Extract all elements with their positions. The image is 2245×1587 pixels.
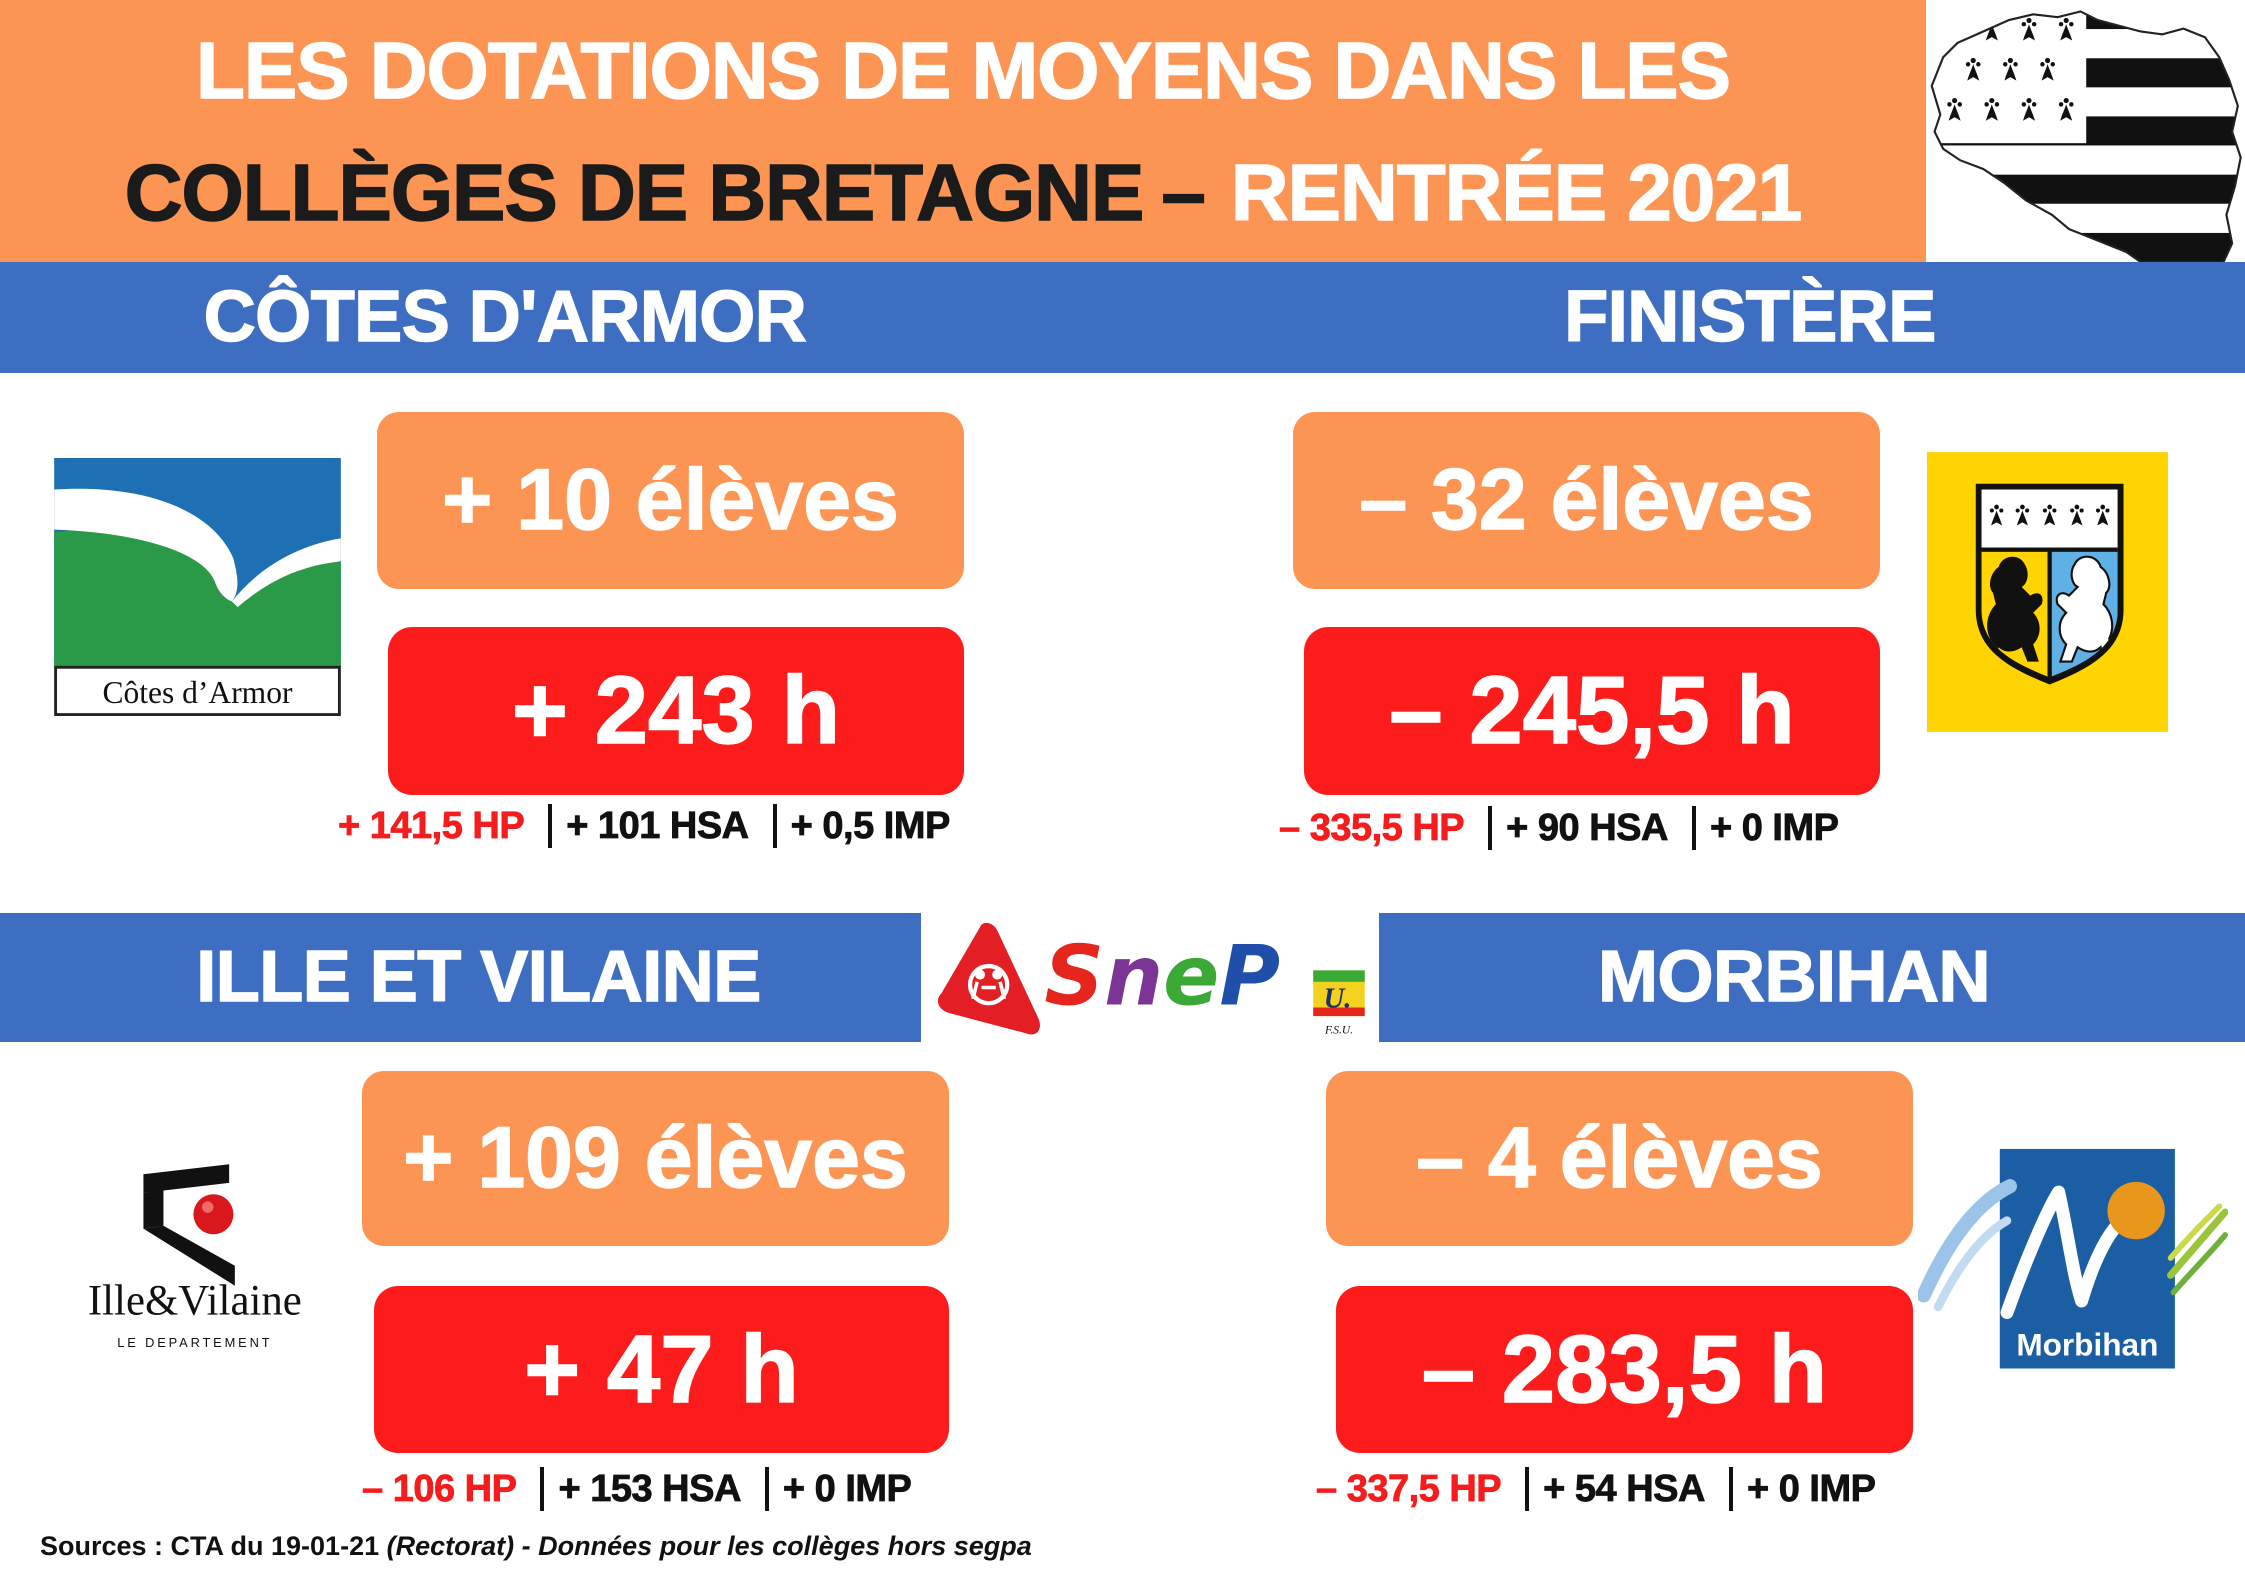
ille-et-vilaine-students-box: + 109 élèves — [362, 1071, 949, 1246]
cotes-darmor-hours-box: + 243 h — [388, 627, 964, 795]
department-title-morbihan: MORBIHAN — [1597, 936, 1991, 1018]
snep-logo-icon: SneP U. F.S.U. — [937, 922, 1365, 1036]
title-line-1: LES DOTATIONS DE MOYENS DANS LES — [195, 25, 1732, 116]
title-banner: LES DOTATIONS DE MOYENS DANS LES COLLÈGE… — [0, 0, 1926, 262]
department-title-ille-et-vilaine: ILLE ET VILAINE — [195, 936, 762, 1018]
department-title-cotes-darmor: CÔTES D'ARMOR — [203, 276, 808, 358]
divider — [1488, 806, 1493, 850]
morbihan-hours-box: – 283,5 h — [1336, 1286, 1913, 1453]
band-top: CÔTES D'ARMOR FINISTÈRE — [0, 262, 2245, 373]
sources-prefix: Sources : CTA du 19-01-21 — [40, 1531, 387, 1561]
fsu-logo-icon: U. F.S.U. — [1313, 970, 1365, 1036]
morbihan-details: – 337,5 HP + 54 HSA + 0 IMP — [1316, 1465, 1877, 1513]
hp-value: – 337,5 HP — [1316, 1467, 1502, 1510]
hsa-value: + 153 HSA — [558, 1467, 742, 1510]
fsu-mark: U. — [1324, 984, 1352, 1015]
morbihan-logo-text: Morbihan — [2016, 1327, 2158, 1363]
title-region: COLLÈGES DE BRETAGNE — [124, 147, 1145, 238]
title-dash: – — [1161, 147, 1207, 238]
finistere-coat-of-arms-icon — [1927, 452, 2168, 732]
divider — [764, 1467, 769, 1511]
ille-et-vilaine-hours-box: + 47 h — [374, 1286, 949, 1453]
ille-et-vilaine-logo-icon: Ille&Vilaine LE DEPARTEMENT — [88, 1164, 302, 1350]
fsu-text: F.S.U. — [1324, 1024, 1353, 1036]
snep-wordmark: SneP — [1044, 928, 1280, 1025]
hsa-value: + 101 HSA — [566, 804, 750, 847]
hsa-value: + 90 HSA — [1506, 806, 1669, 849]
finistere-hours-box: – 245,5 h — [1304, 627, 1880, 795]
sources-rectorat: (Rectorat) — [386, 1531, 515, 1561]
divider — [1728, 1467, 1733, 1511]
red-ball — [193, 1194, 234, 1235]
flag-stripes — [1931, 11, 2241, 262]
snep-red-triangle — [937, 922, 1040, 1035]
divider — [772, 804, 777, 848]
ille-et-vilaine-logo-subtext: LE DEPARTEMENT — [117, 1335, 272, 1350]
hp-value: – 335,5 HP — [1279, 806, 1465, 849]
imp-value: + 0 IMP — [782, 1467, 913, 1510]
cotes-darmor-students-box: + 10 élèves — [377, 412, 964, 589]
imp-value: + 0 IMP — [1746, 1467, 1877, 1510]
department-title-finistere: FINISTÈRE — [1563, 276, 1937, 358]
cotes-darmor-logo-text: Côtes d’Armor — [103, 675, 293, 710]
title-year: RENTRÉE 2021 — [1230, 147, 1803, 238]
cotes-darmor-details: + 141,5 HP + 101 HSA + 0,5 IMP — [338, 802, 951, 850]
cotes-darmor-logo-icon: Côtes d’Armor — [54, 458, 341, 716]
title-line-2: COLLÈGES DE BRETAGNE – RENTRÉE 2021 — [0, 147, 1926, 238]
imp-value: + 0,5 IMP — [790, 804, 951, 847]
finistere-details: – 335,5 HP + 90 HSA + 0 IMP — [1279, 804, 1840, 852]
bretagne-flag-map-icon — [1926, 0, 2245, 262]
hp-value: + 141,5 HP — [338, 804, 525, 847]
divider — [540, 1467, 545, 1511]
white-swoosh — [2000, 1185, 2123, 1319]
divider — [1525, 1467, 1530, 1511]
band-morbihan: MORBIHAN — [1379, 913, 2245, 1042]
band-ille-et-vilaine: ILLE ET VILAINE — [0, 913, 921, 1042]
divider — [1691, 806, 1696, 850]
morbihan-students-box: – 4 élèves — [1326, 1071, 1913, 1246]
white-lion — [2055, 555, 2117, 663]
sources-note: Sources : CTA du 19-01-21 (Rectorat) - D… — [40, 1531, 1032, 1562]
hp-value: – 106 HP — [362, 1467, 518, 1510]
ille-et-vilaine-logo-text: Ille&Vilaine — [88, 1277, 302, 1324]
sources-note-text: - Données pour les collèges hors segpa — [514, 1531, 1032, 1561]
finistere-students-box: – 32 élèves — [1293, 412, 1880, 589]
black-lion — [1984, 556, 2043, 662]
imp-value: + 0 IMP — [1709, 806, 1840, 849]
ille-et-vilaine-details: – 106 HP + 153 HSA + 0 IMP — [362, 1465, 913, 1513]
divider — [548, 804, 553, 848]
orange-sun — [2107, 1181, 2165, 1240]
bretagne-outline — [1930, 10, 2242, 262]
hsa-value: + 54 HSA — [1543, 1467, 1706, 1510]
morbihan-logo-icon: Morbihan — [1918, 1148, 2228, 1369]
